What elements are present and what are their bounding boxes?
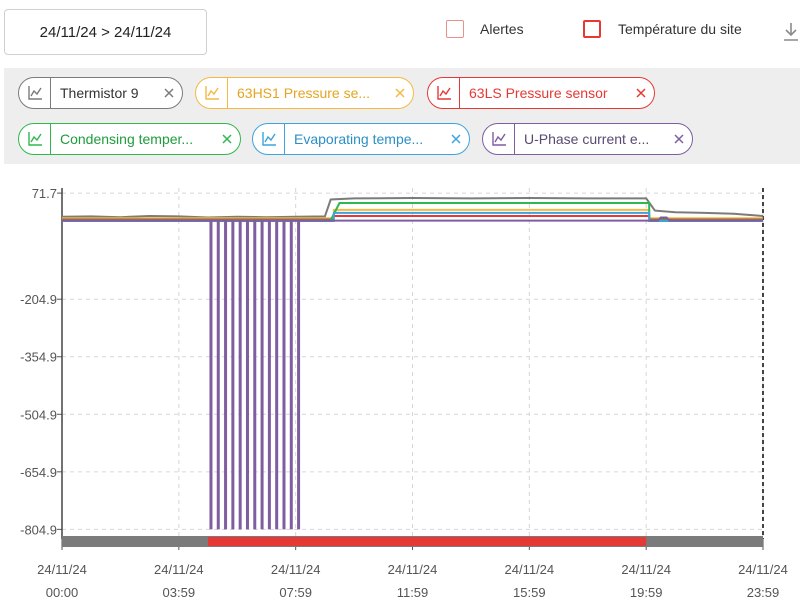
chip-label: 63LS Pressure sensor [469,85,608,101]
y-tick-label: -504.9 [20,407,57,422]
chip-label: U-Phase current e... [524,131,650,147]
chip-evaporating-temperature[interactable]: Evaporating tempe... [252,123,470,155]
x-tick-date: 24/11/24 [154,562,204,577]
date-range-picker[interactable]: 24/11/24 > 24/11/24 [4,9,207,55]
chip-label: Condensing temper... [60,131,194,147]
x-tick-date: 24/11/24 [271,562,321,577]
site-temperature-toggle[interactable]: Température du site [583,20,742,38]
line-chart-icon [253,124,285,154]
line-chart: 71.7 -204.9 -354.9 -504.9 -654.9 -804.9 24/11/… [20,186,788,600]
line-chart-icon [196,78,228,108]
download-icon[interactable] [783,22,799,42]
close-icon[interactable] [666,134,692,144]
close-icon[interactable] [628,88,654,98]
close-icon[interactable] [443,134,469,144]
x-tick-date: 24/11/24 [388,562,438,577]
alerts-toggle-label: Alertes [480,21,524,37]
x-tick-date: 24/11/24 [621,562,671,577]
x-tick-time: 07:59 [279,585,312,600]
line-chart-icon [19,78,51,108]
alerts-toggle[interactable]: Alertes [446,20,524,38]
y-tick-label: 71.7 [32,186,57,201]
site-temperature-toggle-label: Température du site [618,21,742,37]
close-icon[interactable] [387,88,413,98]
sensor-chip-panel: Thermistor 9 63HS1 Pressure se... 63LS P… [4,68,800,164]
chip-63ls-pressure[interactable]: 63LS Pressure sensor [427,77,655,109]
chip-label: 63HS1 Pressure se... [237,85,371,101]
x-tick-time: 11:59 [397,585,429,600]
chip-label: Thermistor 9 [60,85,139,101]
x-tick-time: 19:59 [630,585,663,600]
chip-63hs1-pressure[interactable]: 63HS1 Pressure se... [195,77,414,109]
y-tick-label: -204.9 [20,292,57,307]
x-tick-date: 24/11/24 [505,562,555,577]
y-tick-label: -354.9 [20,350,57,365]
checkbox-icon [446,20,464,38]
x-tick-date: 24/11/24 [738,562,788,577]
x-tick-date: 24/11/24 [37,562,87,577]
y-tick-label: -654.9 [20,465,57,480]
close-icon[interactable] [156,88,182,98]
chip-thermistor-9[interactable]: Thermistor 9 [18,77,183,109]
line-chart-icon [483,124,515,154]
alert-band [208,537,647,546]
series-line [61,196,764,219]
x-tick-time: 23:59 [747,585,780,600]
line-chart-icon [428,78,460,108]
chip-u-phase-current[interactable]: U-Phase current e... [482,123,693,155]
checkbox-icon [583,20,601,38]
close-icon[interactable] [214,134,240,144]
x-tick-time: 00:00 [46,585,79,600]
y-tick-label: -804.9 [20,522,57,537]
x-tick-time: 15:59 [513,585,546,600]
x-tick-time: 03:59 [163,585,196,600]
line-chart-icon [19,124,51,154]
chip-label: Evaporating tempe... [294,131,424,147]
series-line [62,216,763,222]
chip-condensing-temperature[interactable]: Condensing temper... [18,123,241,155]
